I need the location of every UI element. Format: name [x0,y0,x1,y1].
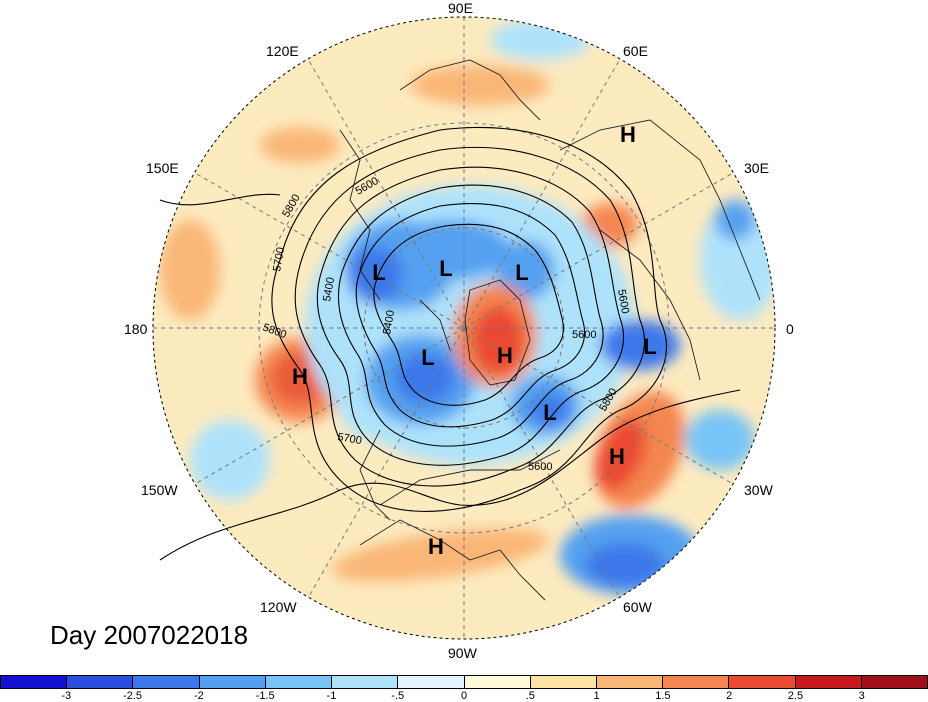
contour-label: 5600 [615,288,631,314]
contour-label: 5400 [381,309,397,335]
graticule [153,17,775,639]
colorbar-swatch [332,676,399,688]
contour-label: 5700 [336,431,362,447]
pressure-marker-low: L [421,345,434,370]
lon-label-60e: 60E [623,43,648,59]
map-title: Day 2007022018 [50,620,249,650]
height-contours [159,127,741,561]
colorbar-swatch [464,676,531,688]
colorbar-tick-label: 0 [460,690,468,702]
colorbar-swatch [530,676,597,688]
colorbar-swatch [265,676,333,688]
pressure-marker-high: H [292,364,308,389]
colorbar-swatch [398,676,465,688]
pressure-marker-high: H [428,534,444,559]
coastlines [339,59,761,601]
pressure-marker-low: L [643,334,656,359]
pressure-marker-high: H [497,343,513,368]
colorbar-swatch [67,676,134,688]
lon-label-180: 180 [124,321,148,337]
pressure-marker-low: L [439,256,452,281]
colorbar-tick-label: -.5 [391,690,405,702]
colorbar-swatch [663,676,730,688]
colorbar-swatch [199,676,266,688]
contour-label: 5600 [528,461,552,473]
colorbar-tick-label: -3 [61,690,72,702]
colorbar-tick-label: .5 [525,690,535,702]
pressure-marker-low: L [543,400,556,425]
colorbar-tick-label: 1.5 [655,690,671,702]
colorbar-tick-label: -1 [326,690,337,702]
pressure-marker-low: L [372,260,385,285]
colorbar-tick-label: -2 [193,690,204,702]
anomaly-field [153,17,775,639]
colorbar-tick-label: 2.5 [787,690,804,702]
lon-label-150e: 150E [146,160,179,176]
colorbar-tick-label: -1.5 [255,690,275,702]
pressure-marker-high: H [620,122,636,147]
lon-label-90e: 90E [448,0,473,16]
lon-label-150w: 150W [141,482,178,498]
lon-label-30w: 30W [744,482,773,498]
lon-label-60w: 60W [623,599,652,615]
colorbar [0,675,928,689]
colorbar-swatch [861,676,928,688]
map-boundary [152,16,776,640]
pressure-system-markers: H L L L H L H L L H H [292,122,657,559]
lon-label-30e: 30E [744,160,769,176]
lon-label-120e: 120E [266,43,299,59]
contour-label: 5700 [271,246,287,272]
pressure-marker-low: L [515,260,528,285]
lon-label-120w: 120W [260,599,297,615]
contour-label: 5600 [572,329,596,341]
colorbar-tick-label: 2 [726,690,733,702]
colorbar-tick-label: 1 [593,690,600,702]
colorbar-swatch [596,676,664,688]
colorbar-swatch [729,676,796,688]
colorbar-swatch [1,676,68,688]
lon-label-90w: 90W [448,645,477,661]
colorbar-tick-label: 3 [858,690,865,702]
colorbar-swatch [133,676,200,688]
lon-label-0: 0 [786,321,794,337]
contour-label: 5400 [321,276,337,302]
pressure-marker-high: H [609,444,625,469]
colorbar-tick-label: -2.5 [123,690,143,702]
colorbar-swatch [795,676,862,688]
polar-map: 5800 5700 5600 5400 5400 5600 5600 5800 … [152,16,776,640]
